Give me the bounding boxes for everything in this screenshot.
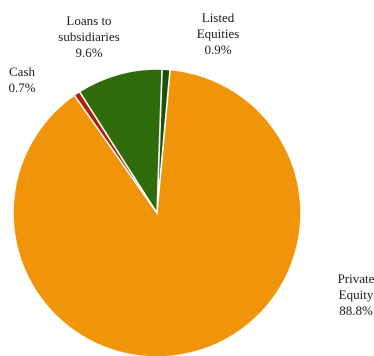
- slice-name-label: Equity: [339, 287, 374, 302]
- slice-value-label: 0.9%: [204, 42, 231, 57]
- slice-name-label: Loans to: [66, 13, 111, 28]
- slice-label: Private Equity 88.8%: [338, 271, 374, 318]
- slice-label: Loans to subsidiaries 9.6%: [58, 13, 119, 60]
- slice-name-label: Equities: [197, 26, 240, 41]
- slice-value-label: 9.6%: [75, 45, 102, 60]
- slice-name-label: Private: [338, 271, 374, 286]
- slice-value-label: 88.8%: [339, 303, 373, 318]
- slice-name-label: subsidiaries: [58, 29, 119, 44]
- pie-labels: Listed Equities 0.9% Private Equity 88.8% Cash…: [8, 10, 374, 318]
- slice-name-label: Cash: [9, 64, 36, 79]
- slice-label: Listed Equities 0.9%: [197, 10, 240, 57]
- slice-name-label: Listed: [202, 10, 235, 25]
- slice-value-label: 0.7%: [8, 80, 35, 95]
- slice-label: Cash 0.7%: [8, 64, 35, 95]
- pie-slices: [12, 68, 302, 356]
- pie-slice: [12, 68, 302, 356]
- pie-slice: [78, 68, 163, 216]
